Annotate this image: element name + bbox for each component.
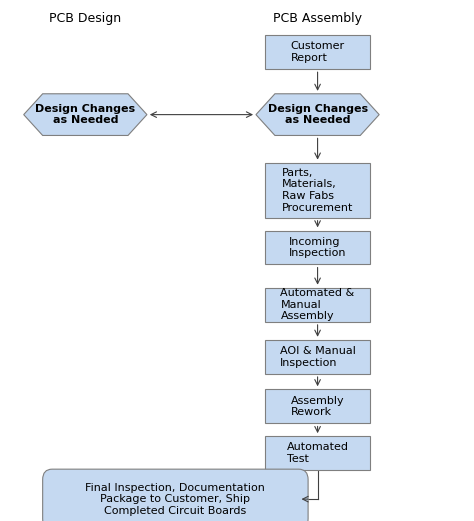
Text: Automated
Test: Automated Test xyxy=(287,442,348,464)
FancyBboxPatch shape xyxy=(265,230,370,264)
Text: Incoming
Inspection: Incoming Inspection xyxy=(289,237,346,258)
FancyBboxPatch shape xyxy=(265,163,370,218)
Text: Assembly
Rework: Assembly Rework xyxy=(291,395,345,417)
Text: Design Changes
as Needed: Design Changes as Needed xyxy=(35,104,136,126)
FancyBboxPatch shape xyxy=(43,469,308,521)
Text: PCB Assembly: PCB Assembly xyxy=(273,12,362,24)
Polygon shape xyxy=(256,94,379,135)
FancyBboxPatch shape xyxy=(265,437,370,470)
FancyBboxPatch shape xyxy=(265,340,370,374)
Text: Automated &
Manual
Assembly: Automated & Manual Assembly xyxy=(281,288,355,321)
Text: Parts,
Materials,
Raw Fabs
Procurement: Parts, Materials, Raw Fabs Procurement xyxy=(282,168,353,213)
Polygon shape xyxy=(24,94,147,135)
Text: PCB Design: PCB Design xyxy=(49,12,121,24)
Text: Final Inspection, Documentation
Package to Customer, Ship
Completed Circuit Boar: Final Inspection, Documentation Package … xyxy=(85,482,265,516)
FancyBboxPatch shape xyxy=(265,390,370,423)
Text: Customer
Report: Customer Report xyxy=(291,41,345,63)
FancyBboxPatch shape xyxy=(265,288,370,322)
FancyBboxPatch shape xyxy=(265,35,370,69)
Text: Design Changes
as Needed: Design Changes as Needed xyxy=(267,104,368,126)
Text: AOI & Manual
Inspection: AOI & Manual Inspection xyxy=(280,346,356,368)
